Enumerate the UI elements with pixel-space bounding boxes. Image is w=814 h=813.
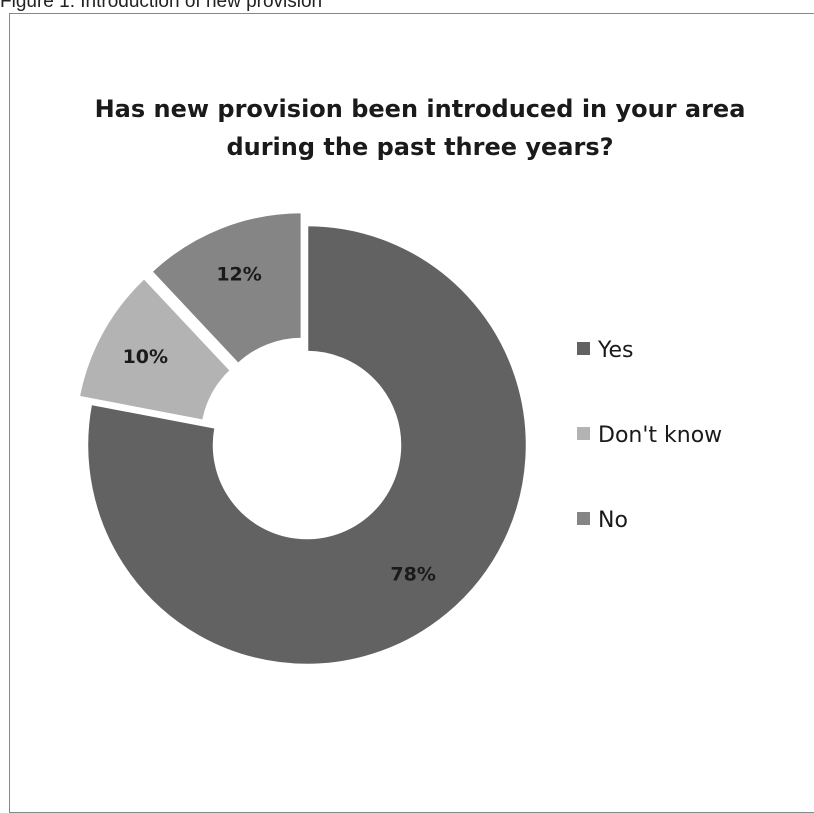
- data-label-no: 12%: [216, 263, 261, 285]
- legend-label-no: No: [598, 508, 628, 533]
- doughnut-chart: 78% 10% 12% Yes Don't know No: [0, 0, 814, 769]
- legend-swatch-no: [577, 512, 590, 525]
- legend: Yes Don't know No: [577, 338, 722, 533]
- legend-swatch-don-t-know: [577, 427, 590, 440]
- data-label-don-t-know: 10%: [123, 346, 168, 368]
- slices-group: [79, 212, 527, 665]
- legend-label-yes: Yes: [597, 338, 634, 363]
- legend-label-don-t-know: Don't know: [598, 423, 722, 448]
- data-label-yes: 78%: [390, 563, 435, 585]
- legend-swatch-yes: [577, 342, 590, 355]
